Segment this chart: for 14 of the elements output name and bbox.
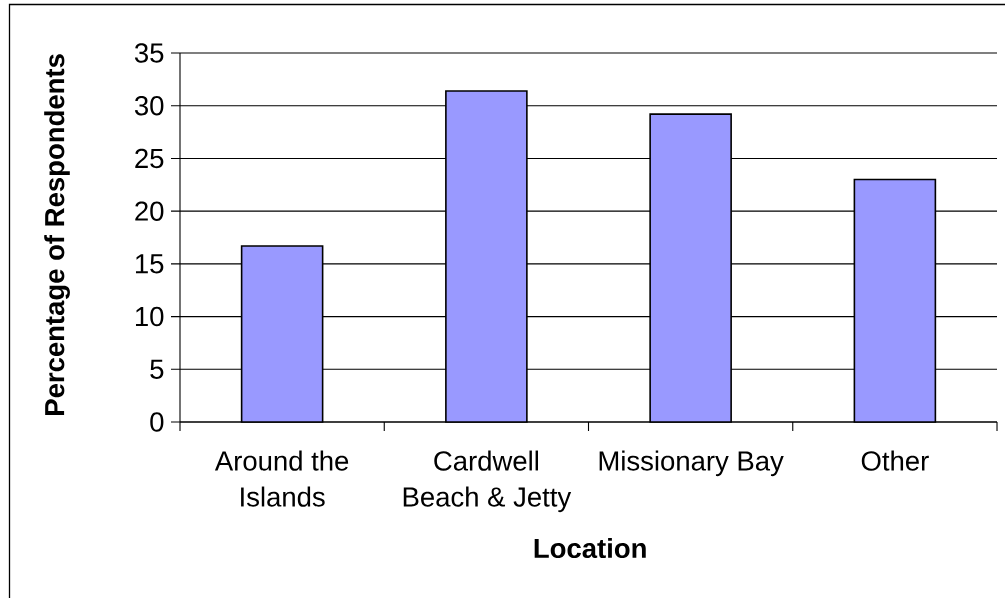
y-tick-label: 20 <box>135 201 164 221</box>
y-tick-label: 25 <box>135 148 164 169</box>
y-tick-label: 30 <box>134 95 164 116</box>
y-tick-label: 5 <box>150 359 164 379</box>
x-tick-label: Cardwell Beach & Jetty <box>403 450 572 513</box>
y-axis-title: Percentage of Respondents <box>44 54 70 415</box>
x-tick-label: Missionary Bay <box>599 450 784 477</box>
x-axis-title: Location <box>534 537 646 559</box>
y-tick-label: 10 <box>135 306 164 327</box>
x-tick-label: Around the Islands <box>214 450 349 507</box>
y-tick-label: 15 <box>135 254 164 274</box>
x-tick-label: Other <box>861 450 929 471</box>
y-tick-label: 35 <box>134 43 164 63</box>
y-tick-label: 0 <box>150 412 164 432</box>
